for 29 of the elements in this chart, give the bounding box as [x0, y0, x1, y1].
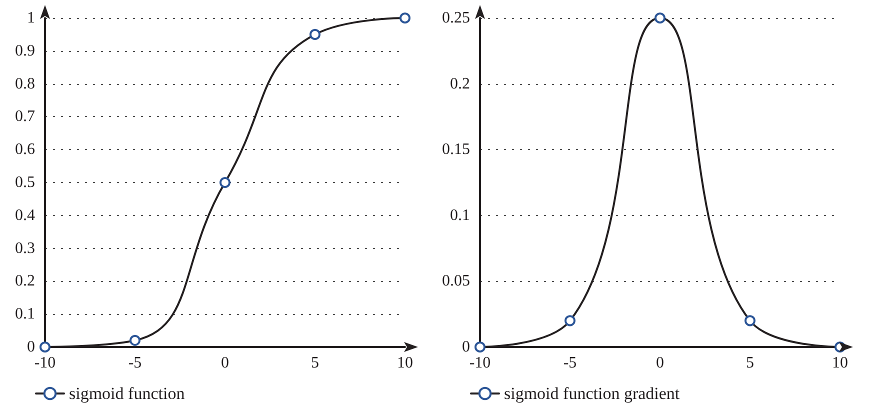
y-tick-label: 0.4 [15, 206, 35, 224]
x-tick-label: -5 [128, 354, 142, 372]
x-tick-label: 0 [221, 354, 229, 372]
y-tick-label: 0.7 [15, 108, 35, 126]
x-tick-label: 0 [656, 354, 664, 372]
y-tick-label: 0.2 [15, 272, 35, 290]
x-tick-label: 10 [397, 354, 413, 372]
x-tick-label: 5 [746, 354, 754, 372]
x-tick-label: -10 [34, 354, 56, 372]
y-tick-label: 0.05 [442, 272, 470, 290]
x-tick-label: -5 [563, 354, 577, 372]
x-tick-label: 5 [311, 354, 319, 372]
y-tick-label: 1 [27, 10, 35, 26]
legend-label: sigmoid function gradient [504, 384, 680, 403]
y-tick-label: 0.8 [15, 75, 35, 92]
y-tick-label: 0.15 [442, 141, 470, 158]
y-tick-label: 0 [462, 338, 470, 356]
y-tick-label: 0.1 [450, 206, 470, 224]
y-tick-label: 0.3 [15, 240, 35, 257]
y-tick-label: 0.2 [450, 75, 470, 92]
y-tick-label: 0.1 [15, 306, 35, 323]
x-tick-label: -10 [469, 354, 491, 372]
legend-label: sigmoid function [69, 384, 186, 403]
y-tick-label: 0.5 [15, 174, 35, 191]
y-tick-label: 0.6 [15, 141, 35, 158]
x-tick-label: 10 [832, 354, 848, 372]
y-tick-label: 0.25 [442, 10, 470, 26]
y-tick-label: 0.9 [15, 42, 35, 60]
y-tick-label: 0 [27, 338, 35, 356]
